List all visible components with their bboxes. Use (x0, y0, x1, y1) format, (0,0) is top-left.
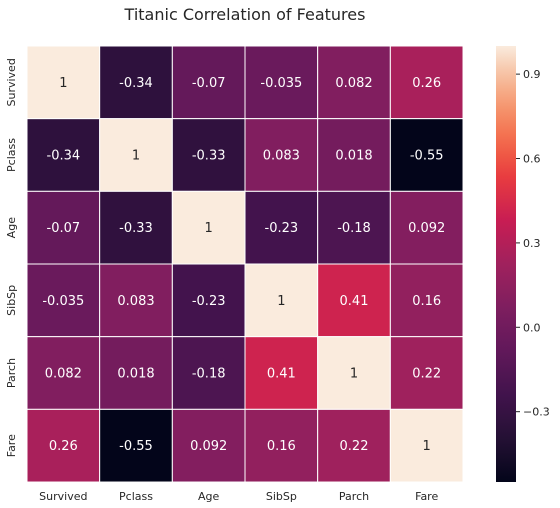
y-tick-label: SibSp (5, 285, 18, 316)
cell-value-label: 0.082 (45, 367, 82, 382)
heatmap-cell (317, 190, 391, 265)
x-tick-label: Age (198, 490, 220, 503)
x-tick-label: Fare (415, 490, 438, 503)
heatmap-cell (389, 45, 464, 120)
cell-value-label: 1 (132, 149, 140, 164)
cell-value-label: -0.55 (410, 149, 444, 164)
cell-value-label: 0.26 (412, 76, 441, 91)
cell-value-label: -0.33 (119, 221, 153, 236)
x-tick-label: Parch (339, 490, 369, 503)
heatmap-cell (389, 408, 464, 483)
cell-value-label: 0.083 (263, 149, 300, 164)
cell-value-label: 0.018 (335, 149, 372, 164)
y-tick-label: Fare (5, 434, 18, 457)
cell-value-label: 0.41 (267, 367, 296, 382)
heatmap-cell (244, 45, 319, 120)
x-axis-tick-labels: Survived Pclass Age SibSp Parch Fare (39, 490, 438, 503)
colorbar-tick-label: 0.3 (523, 237, 541, 250)
heatmap-cell (26, 45, 101, 120)
y-tick-label: Age (5, 217, 18, 239)
cell-value-label: -0.18 (192, 367, 226, 382)
heatmap-cell (244, 336, 319, 410)
heatmap-cell (317, 45, 391, 120)
cell-value-label: 0.092 (190, 439, 227, 454)
cell-value-label: -0.07 (47, 221, 81, 236)
cell-value-label: -0.33 (192, 149, 226, 164)
colorbar-tick-label: −0.3 (523, 406, 550, 419)
cell-value-label: -0.55 (119, 439, 153, 454)
heatmap-cell (244, 118, 319, 192)
cell-value-label: -0.035 (260, 76, 302, 91)
cell-value-label: 0.082 (335, 76, 372, 91)
cell-value-label: 0.092 (408, 221, 445, 236)
colorbar-tick-label: 0.6 (523, 153, 541, 166)
x-tick-label: Survived (39, 490, 87, 503)
heatmap-cell (317, 408, 391, 483)
heatmap-cell (26, 190, 101, 265)
heatmap-cell (26, 408, 101, 483)
colorbar-ticks: −0.3 0.0 0.3 0.6 0.9 (516, 68, 550, 419)
heatmap-cell (99, 45, 173, 120)
heatmap-cell (171, 336, 246, 410)
cell-value-label: 0.16 (267, 439, 296, 454)
cell-value-label: 1 (59, 76, 67, 91)
colorbar-tick-label: 0.9 (523, 68, 541, 81)
cell-value-label: 0.018 (117, 367, 154, 382)
heatmap-cell (244, 263, 319, 338)
chart-title: Titanic Correlation of Features (124, 5, 366, 24)
x-tick-label: Pclass (119, 490, 153, 503)
heatmap-cell (317, 263, 391, 338)
y-tick-label: Parch (5, 358, 18, 388)
heatmap-cells (26, 45, 464, 483)
cell-value-label: 0.26 (49, 439, 78, 454)
cell-value-label: 1 (350, 367, 358, 382)
cell-value-label: -0.23 (265, 221, 299, 236)
x-tick-label: SibSp (266, 490, 297, 503)
cell-value-label: -0.07 (192, 76, 226, 91)
heatmap-cell-labels: 1 -0.34 -0.07 -0.035 0.082 0.26 -0.34 1 -0.33 0.0… (42, 76, 445, 454)
y-tick-label: Survived (5, 58, 18, 106)
heatmap-cell (389, 336, 464, 410)
cell-value-label: 1 (423, 439, 431, 454)
cell-value-label: -0.035 (42, 294, 84, 309)
heatmap-cell (26, 263, 101, 338)
cell-value-label: 0.16 (412, 294, 441, 309)
y-tick-label: Pclass (5, 138, 18, 172)
heatmap-cell (317, 336, 391, 410)
cell-value-label: 1 (205, 221, 213, 236)
cell-value-label: 1 (277, 294, 285, 309)
heatmap-cell (99, 190, 173, 265)
heatmap-cell (244, 408, 319, 483)
heatmap-cell (171, 263, 246, 338)
heatmap-cell (389, 263, 464, 338)
cell-value-label: -0.23 (192, 294, 226, 309)
y-axis-tick-labels: Survived Pclass Age SibSp Parch Fare (5, 58, 18, 457)
heatmap-cell (244, 190, 319, 265)
heatmap-cell (26, 336, 101, 410)
cell-value-label: 0.22 (412, 367, 441, 382)
heatmap-cell (99, 118, 173, 192)
cell-value-label: -0.34 (47, 149, 81, 164)
cell-value-label: 0.41 (340, 294, 369, 309)
heatmap-cell (389, 190, 464, 265)
heatmap-cell (99, 263, 173, 338)
cell-value-label: 0.083 (117, 294, 154, 309)
heatmap-cell (389, 118, 464, 192)
cell-value-label: -0.18 (337, 221, 371, 236)
cell-value-label: -0.34 (119, 76, 153, 91)
colorbar-tick-label: 0.0 (523, 321, 541, 334)
colorbar (496, 46, 516, 482)
cell-value-label: 0.22 (340, 439, 369, 454)
heatmap-cell (171, 45, 246, 120)
